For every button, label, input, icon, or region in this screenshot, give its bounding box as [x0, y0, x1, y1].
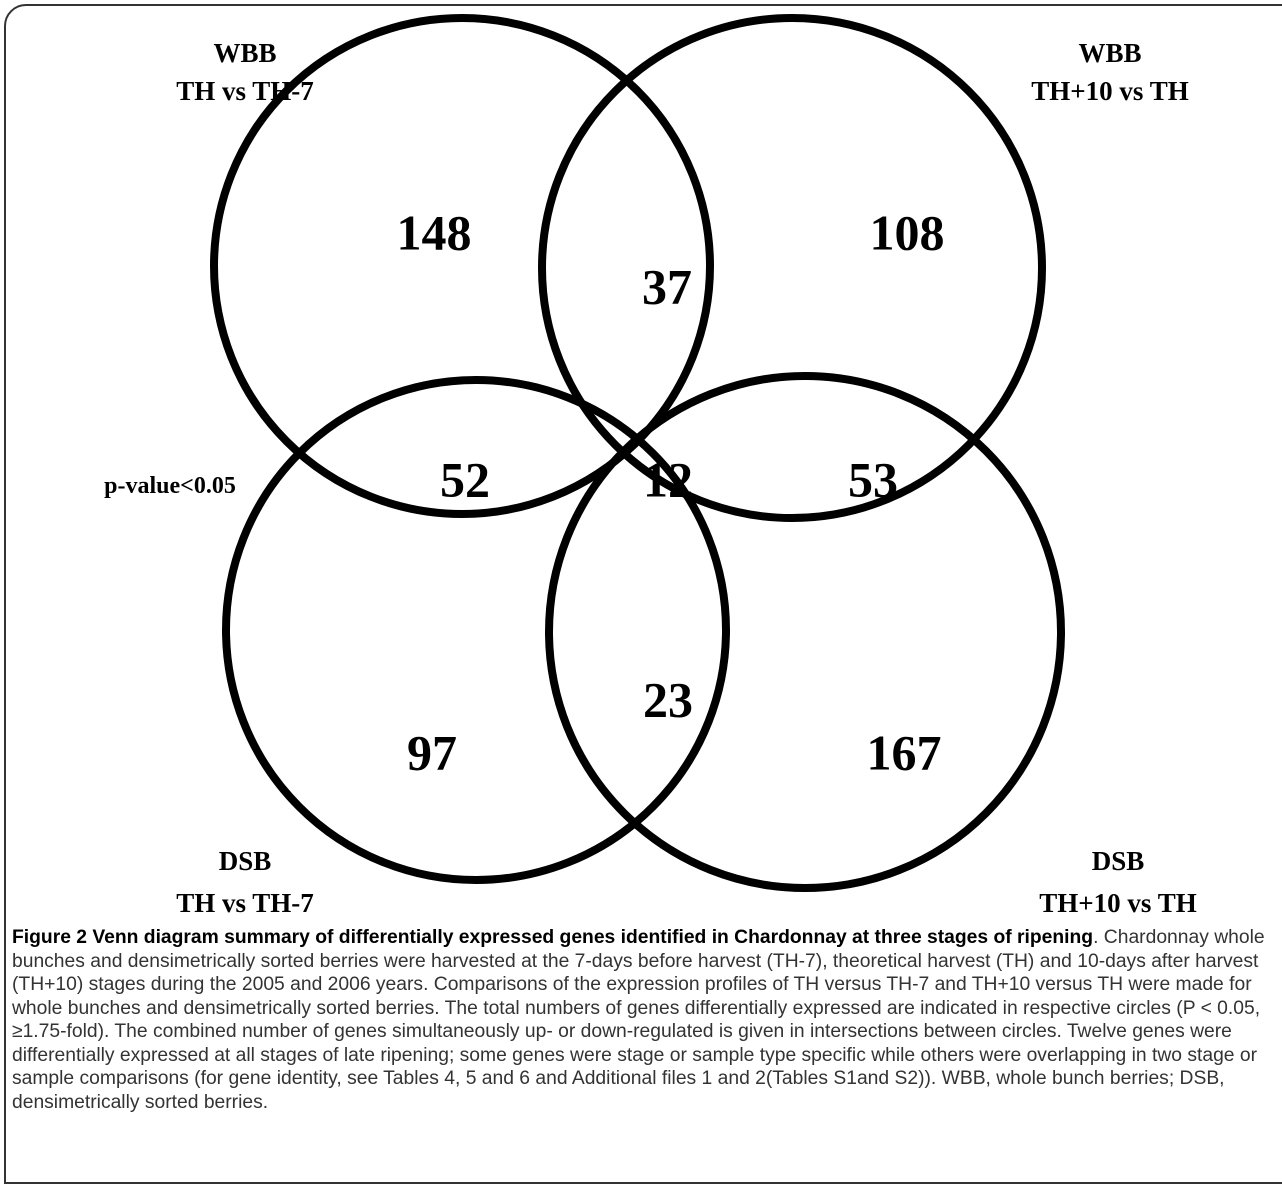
set-name: WBB — [213, 38, 276, 68]
caption-title: Figure 2 Venn diagram summary of differe… — [12, 927, 1094, 948]
region-count: 12 — [643, 451, 693, 507]
region-count: 108 — [870, 204, 945, 260]
set-label: TH+10 vs TH — [1039, 888, 1196, 918]
set-name: DSB — [219, 846, 272, 876]
set-label: TH vs TH-7 — [176, 76, 314, 106]
circle — [222, 376, 730, 884]
caption-text: . Chardonnay whole bunches and densimetr… — [12, 927, 1265, 1113]
circle — [210, 14, 714, 518]
set-name: WBB — [1078, 38, 1141, 68]
set-name: DSB — [1092, 846, 1145, 876]
region-count: 53 — [848, 451, 898, 507]
region-count: 167 — [867, 724, 942, 780]
set-label: TH vs TH-7 — [176, 888, 314, 918]
circle — [538, 14, 1046, 522]
region-count: 52 — [440, 451, 490, 507]
region-count: 148 — [397, 204, 472, 260]
caption: Figure 2 Venn diagram summary of differe… — [12, 926, 1274, 1114]
note: p-value<0.05 — [104, 473, 236, 499]
circle — [545, 372, 1065, 892]
region-count: 97 — [407, 724, 457, 780]
venn-diagram: WBB TH vs TH-7 WBB TH+10 vs TH DSB TH vs… — [104, 14, 1197, 918]
region-count: 37 — [642, 258, 692, 314]
region-count: 23 — [643, 671, 693, 727]
set-label: TH+10 vs TH — [1031, 76, 1188, 106]
